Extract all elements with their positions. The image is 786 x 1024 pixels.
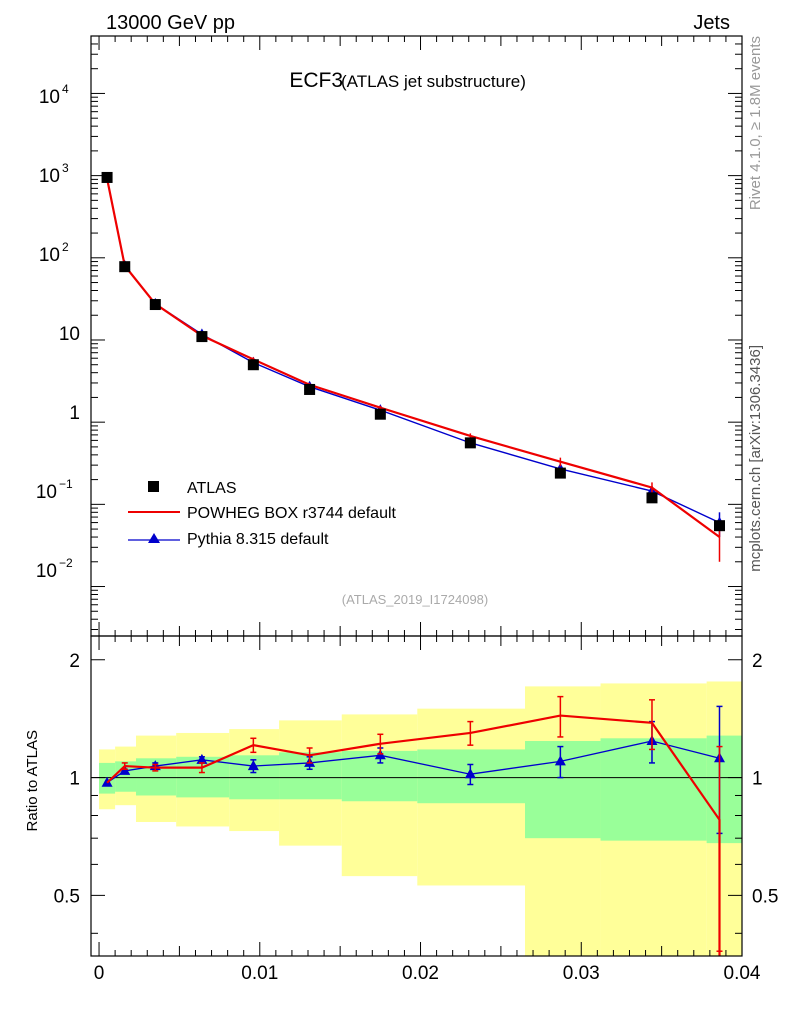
main-watermark: (ATLAS_2019_I1724098) [342,592,488,607]
legend: ATLAS POWHEG BOX r3744 default Pythia 8.… [128,480,397,548]
ratio-panel: Ratio to ATLAS 0.5 0.5 1 1 2 2 0 0.01 0.02 0.03 0… [24,635,778,984]
main-title: ECF3 [289,69,343,92]
ratio-pythia-point [464,768,476,779]
ytick-label-1e4: 10 [39,87,60,108]
ratio-xtick-label: 0.02 [402,963,439,984]
legend-powheg-label: POWHEG BOX r3744 default [187,505,397,522]
ytick-label-1e-1: 10 [36,482,57,503]
atlas-point [196,331,208,343]
atlas-point [119,261,131,273]
ratio-xtick-label: 0 [94,963,105,984]
ratio-ytick-label: 2 [69,651,80,672]
main-ytick-labels: 10 4 10 3 10 2 10 1 10 −1 10 −2 [36,82,80,582]
ratio-pythia-point [247,760,259,771]
ytick-label-1e-1-exp: −1 [59,477,73,491]
ytick-label-1e3-exp: 3 [62,161,69,175]
ytick-label-10: 10 [59,324,80,345]
ytick-label-1e-2: 10 [36,561,57,582]
ratio-ytick-label-right: 2 [752,651,763,672]
atlas-point [464,437,476,449]
atlas-point [713,520,725,532]
ytick-label-1e4-exp: 4 [62,82,69,96]
ytick-label-1e2: 10 [39,245,60,266]
atlas-point [554,467,566,479]
ratio-powheg-line [106,714,721,956]
legend-atlas-marker [148,481,159,492]
legend-pythia-label: Pythia 8.315 default [187,531,329,548]
ytick-label-1e-2-exp: −2 [59,556,73,570]
ratio-ylabel: Ratio to ATLAS [24,730,41,831]
legend-pythia-marker [148,533,160,543]
ratio-frame [90,635,743,957]
ratio-ytick-label-right: 1 [752,769,763,790]
ratio-xtick-label: 0.01 [241,963,278,984]
side-label-rivet: Rivet 4.1.0, ≥ 1.8M events [747,36,764,210]
atlas-point [247,359,259,371]
ytick-label-1e3: 10 [39,166,60,187]
ratio-ytick-label: 1 [69,769,80,790]
ratio-pythia-point [554,755,566,766]
header-left: 13000 GeV pp [106,12,235,34]
ratio-stat-band [706,735,742,844]
atlas-point [646,492,658,504]
main-panel: ECF3 (ATLAS jet substructure) (ATLAS_201… [36,35,743,637]
pythia-line [106,178,720,524]
atlas-point [101,171,113,183]
ratio-ytick-label-right: 0.5 [752,886,778,907]
side-label-mcplots: mcplots.cern.ch [arXiv:1306.3436] [747,345,764,572]
ratio-pythia-point [196,753,208,764]
atlas-point [149,299,161,311]
atlas-point [304,383,316,395]
ratio-xtick-label: 0.03 [563,963,600,984]
ratio-ytick-label: 0.5 [54,886,80,907]
ratio-stat-band [600,738,707,841]
ratio-xtick-label: 0.04 [724,963,761,984]
main-title-suffix: (ATLAS jet substructure) [341,72,526,91]
ytick-label-1: 1 [69,403,80,424]
legend-atlas-label: ATLAS [187,480,237,497]
atlas-point [374,408,386,420]
ytick-label-1e2-exp: 2 [62,240,69,254]
header-right: Jets [693,12,730,34]
ratio-stat-band [525,741,601,839]
